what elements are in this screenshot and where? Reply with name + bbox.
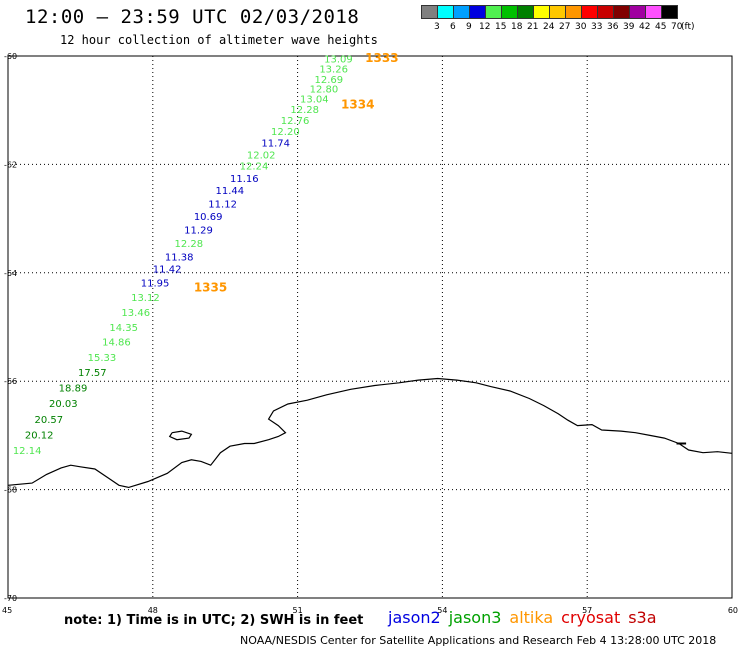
legend-label: 3 [434,22,440,32]
coastline-path [7,377,733,489]
lon-tick-label: 51 [293,606,303,615]
wave-height-legend: 3 6 9 12 15 18 21 24 27 30 33 36 39 42 45 70 (ft) [421,5,695,34]
wave-height-value: 12.20 [271,127,300,138]
lon-tick-label: 57 [582,606,592,615]
wave-height-value: 11.38 [165,253,194,264]
pass-number-label: 1334 [341,98,374,112]
lon-tick-label: 45 [2,606,12,615]
wave-height-value: 12.28 [290,105,319,116]
wave-height-value: 13.26 [319,64,348,75]
wave-height-value: 13.12 [131,293,160,304]
legend-label: 21 [527,22,539,32]
wave-height-value: 11.74 [261,139,290,150]
legend-label: 30 [575,22,587,32]
wave-height-measurements: 13.0913.2612.6912.8013.0412.2812.7612.20… [13,55,353,457]
legend-swatches [421,5,678,19]
page-title: 12:00 – 23:59 UTC 02/03/2018 [25,6,360,28]
wave-height-value: 12.14 [13,446,42,457]
wave-height-value: 18.89 [59,384,88,395]
legend-label: 24 [543,22,555,32]
satellite-label: jason2 [388,608,441,627]
satellite-label: jason3 [448,608,502,627]
lat-tick-label: -68 [4,486,17,495]
legend-label: 39 [623,22,635,32]
legend-label: 6 [450,22,456,32]
axis-labels: -60 -62 -64 -66 -68 -70 45 48 51 54 57 60 [2,52,738,615]
wave-height-value: 13.04 [300,94,329,105]
pass-number-label: 1333 [365,51,398,65]
legend-label: 27 [559,22,571,32]
legend-unit: (ft) [681,22,695,32]
wave-height-value: 12.28 [175,239,204,250]
map-frame [7,55,733,599]
legend-label: 36 [607,22,619,32]
wave-height-value: 14.35 [109,323,138,334]
legend-label: 15 [495,22,507,32]
wave-height-value: 12.24 [240,161,269,172]
satellite-label: s3a [628,608,657,627]
lat-tick-label: -64 [4,269,17,278]
wave-height-value: 13.46 [121,308,150,319]
lon-tick-label: 48 [148,606,158,615]
island-outline [168,430,193,441]
legend-label: 42 [639,22,651,32]
satellite-legend: jason2 jason3 altika cryosat s3a [388,608,665,627]
legend-label: 9 [466,22,472,32]
wave-height-value: 11.42 [153,264,182,275]
lat-tick-label: -62 [4,160,17,169]
lon-tick-label: 60 [728,606,738,615]
footer-credit: NOAA/NESDIS Center for Satellite Applica… [240,634,717,647]
wave-height-value: 11.44 [216,186,245,197]
legend-label: 70 [671,22,683,32]
legend-label: 18 [511,22,523,32]
footer-note: note: 1) Time is in UTC; 2) SWH is in fe… [64,613,364,628]
lat-tick-label: -66 [4,377,17,386]
pass-number-label: 1335 [194,280,227,294]
wave-height-value: 12.69 [314,75,343,86]
wave-height-value: 15.33 [88,353,117,364]
wave-height-value: 20.57 [35,415,64,426]
satellite-label: cryosat [561,608,621,627]
wave-height-value: 20.03 [49,399,78,410]
legend-label: 45 [655,22,667,32]
wave-height-value: 17.57 [78,368,107,379]
pass-numbers: 1333 1334 1335 [194,51,399,294]
legend-label: 33 [591,22,603,32]
satellite-label: altika [509,608,554,627]
lon-tick-label: 54 [437,606,447,615]
antarctic-coastline [7,377,733,489]
legend-label: 12 [479,22,491,32]
wave-height-value: 12.80 [310,85,339,96]
page-subtitle: 12 hour collection of altimeter wave hei… [60,33,378,47]
wave-height-value: 11.16 [230,174,259,185]
wave-height-value: 11.12 [208,199,237,210]
lat-tick-label: -60 [4,52,17,61]
wave-height-value: 14.86 [102,338,131,349]
map-grid [8,56,732,598]
wave-height-value: 11.29 [184,225,213,236]
legend-swatch [661,5,678,19]
wave-height-value: 13.09 [324,55,353,66]
lat-tick-label: -70 [4,594,17,603]
wave-height-value: 11.95 [141,279,170,290]
wave-height-value: 10.69 [194,212,223,223]
wave-height-value: 20.12 [25,430,54,441]
wave-height-value: 12.76 [281,116,310,127]
wave-height-value: 12.02 [247,151,276,162]
legend-labels: 3 6 9 12 15 18 21 24 27 30 33 36 39 42 45 70 (ft) [421,22,695,34]
